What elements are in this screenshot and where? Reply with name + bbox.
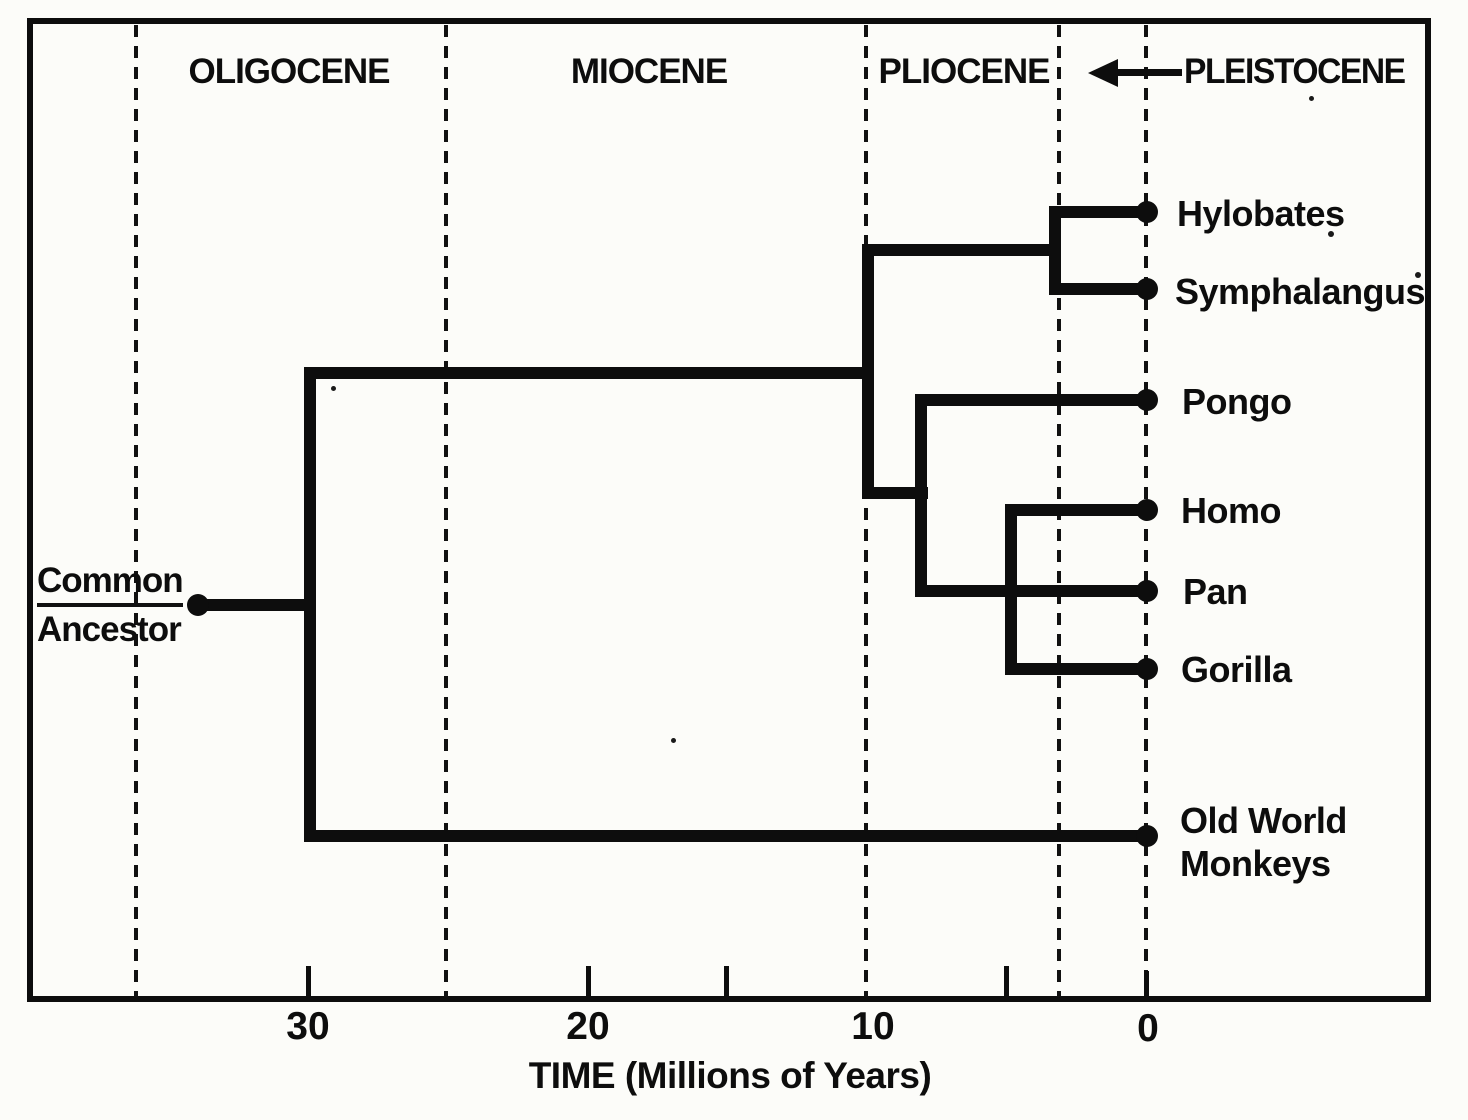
axis-tick-label-10: 10 [851, 1005, 895, 1048]
branch-greatape-vertical-8mya [915, 394, 927, 597]
axis-tick-label-30: 30 [286, 1005, 330, 1048]
pleistocene-arrow-shaft [1104, 69, 1182, 76]
taxon-label-gorilla: Gorilla [1181, 649, 1292, 690]
epoch-label-oligocene: OLIGOCENE [188, 52, 390, 91]
root-label-line1: Common [37, 561, 184, 600]
tip-dot-pongo [1136, 389, 1158, 411]
boundary-line-36mya [134, 25, 138, 997]
tip-dot-gorilla [1136, 658, 1158, 680]
root-label-line2: Ancestor [37, 610, 182, 649]
axis-tick-label-0: 0 [1137, 1007, 1159, 1050]
branch-symphalangus [1049, 283, 1149, 295]
taxon-label-hylobates: Hylobates [1177, 193, 1345, 234]
branch-hylobates [1049, 206, 1149, 218]
epoch-label-miocene: MIOCENE [570, 52, 728, 91]
node-dot-common-ancestor [187, 594, 209, 616]
root-label-common-ancestor: Common Ancestor [37, 561, 184, 650]
scan-speck [331, 386, 336, 391]
branch-ape-horizontal [304, 367, 874, 379]
branch-greatape-horizontal [862, 487, 928, 499]
axis-tick-label-20: 20 [566, 1005, 610, 1048]
pleistocene-arrow-icon [1088, 59, 1118, 87]
branch-pongo [915, 394, 1151, 406]
scan-speck [1309, 96, 1314, 101]
taxon-label-symphalangus: Symphalangus [1175, 271, 1426, 312]
axis-tick-20 [586, 966, 591, 997]
taxon-label-pongo: Pongo [1182, 381, 1292, 422]
branch-common-ancestor [198, 599, 313, 611]
branch-main-vertical-30mya [304, 367, 316, 842]
tip-dot-symphalangus [1136, 278, 1158, 300]
branch-homo [1005, 504, 1151, 516]
branch-pan [915, 585, 1151, 597]
taxon-label-homo: Homo [1181, 490, 1282, 531]
axis-tick-0 [1144, 971, 1149, 997]
boundary-line-10mya [864, 25, 868, 997]
tip-dot-pan [1136, 580, 1158, 602]
branch-ape-vertical-10mya [862, 244, 874, 499]
scan-speck [1328, 231, 1334, 237]
axis-tick-5 [1004, 966, 1009, 997]
tip-dot-homo [1136, 499, 1158, 521]
epoch-label-pleistocene: PLEISTOCENE [1184, 52, 1406, 91]
axis-tick-15 [724, 966, 729, 997]
tip-dot-hylobates [1136, 201, 1158, 223]
root-label-underline [37, 603, 183, 607]
scan-speck [671, 738, 676, 743]
epoch-label-pliocene: PLIOCENE [878, 52, 1051, 91]
taxon-label-old-world-monkeys-line2: Monkeys [1180, 843, 1331, 884]
branch-gibbon-vertical-3mya [1049, 206, 1061, 295]
taxon-label-old-world-monkeys: Old World Monkeys [1180, 799, 1347, 885]
branch-old-world-monkeys [304, 830, 1152, 842]
taxon-label-pan: Pan [1183, 571, 1248, 612]
boundary-line-25mya [444, 25, 448, 997]
scan-speck [1415, 272, 1421, 278]
branch-homo-gorilla-vertical-5mya [1005, 504, 1017, 675]
axis-tick-30 [306, 966, 311, 997]
plot-border [27, 18, 1431, 1002]
tip-dot-old-world-monkeys [1136, 825, 1158, 847]
branch-gibbon-horizontal [862, 244, 1061, 256]
axis-title: TIME (Millions of Years) [528, 1055, 932, 1096]
branch-gorilla [1005, 663, 1151, 675]
taxon-label-old-world-monkeys-line1: Old World [1180, 800, 1347, 841]
